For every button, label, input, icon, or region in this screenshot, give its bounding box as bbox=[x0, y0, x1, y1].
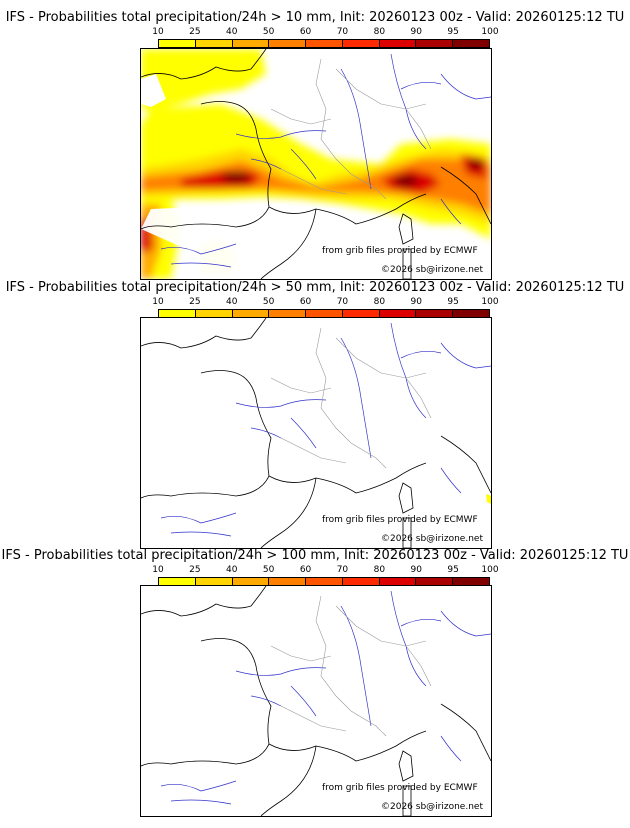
color-bar-tick-label: 10 bbox=[152, 297, 164, 307]
source-credit: from grib files provided by ECMWF bbox=[322, 783, 478, 793]
color-bar-tick-label: 90 bbox=[410, 297, 422, 307]
color-bar-tick-label: 60 bbox=[299, 565, 312, 575]
coastlines bbox=[141, 586, 491, 816]
color-bar-tick-label: 50 bbox=[262, 27, 275, 37]
color-bar-swatch bbox=[379, 310, 417, 317]
precip-probability-field bbox=[486, 494, 491, 504]
color-bar-swatch bbox=[269, 578, 307, 585]
admin-borders bbox=[270, 327, 432, 469]
admin-borders bbox=[270, 595, 432, 737]
color-bar-swatch bbox=[159, 40, 196, 47]
color-bar-tick-label: 80 bbox=[373, 27, 386, 37]
source-credit: from grib files provided by ECMWF bbox=[322, 515, 478, 525]
color-bar-swatch bbox=[232, 40, 270, 47]
color-bar-tick-label: 100 bbox=[481, 565, 499, 575]
panel-10mm: IFS - Probabilities total precipitation/… bbox=[0, 10, 630, 280]
color-bar-tick-label: 95 bbox=[447, 27, 459, 37]
color-bar-tick-label: 100 bbox=[481, 297, 499, 307]
color-bar-tick-label: 100 bbox=[481, 27, 499, 37]
color-bar-swatch bbox=[379, 40, 417, 47]
rivers bbox=[160, 53, 491, 268]
color-bar-tick-label: 40 bbox=[226, 27, 238, 37]
color-bar-tick-label: 95 bbox=[447, 297, 459, 307]
color-bar-swatches bbox=[158, 39, 490, 48]
map-drawing bbox=[141, 49, 491, 279]
coastlines bbox=[141, 318, 491, 548]
probability-map: from grib files provided by ECMWF ©2026 … bbox=[140, 48, 492, 280]
panel-title: IFS - Probabilities total precipitation/… bbox=[1, 548, 629, 563]
color-bar-swatch bbox=[379, 578, 417, 585]
color-bar-swatch bbox=[342, 578, 380, 585]
color-bar-tick-label: 70 bbox=[336, 565, 349, 575]
panel-title: IFS - Probabilities total precipitation/… bbox=[5, 10, 625, 25]
coastlines bbox=[141, 49, 491, 279]
color-bar-tick-label: 10 bbox=[152, 565, 164, 575]
color-bar-swatch bbox=[416, 40, 454, 47]
color-bar-tick-label: 25 bbox=[189, 297, 201, 307]
panel-100mm: IFS - Probabilities total precipitation/… bbox=[0, 548, 630, 818]
panel-title: IFS - Probabilities total precipitation/… bbox=[5, 280, 625, 295]
copyright-credit: ©2026 sb@irizone.net bbox=[381, 802, 483, 812]
color-bar-swatch bbox=[453, 310, 490, 317]
color-bar-swatch bbox=[453, 578, 490, 585]
color-bar-swatch bbox=[195, 40, 233, 47]
color-bar-labels: 10 25 40 50 60 70 80 90 95 100 bbox=[152, 297, 498, 308]
rivers bbox=[160, 590, 491, 805]
color-bar-tick-label: 90 bbox=[410, 565, 422, 575]
color-bar-tick-label: 70 bbox=[336, 297, 349, 307]
rivers bbox=[160, 322, 491, 537]
panel-50mm: IFS - Probabilities total precipitation/… bbox=[0, 280, 630, 550]
color-bar-swatch bbox=[306, 578, 343, 585]
color-bar-tick-label: 80 bbox=[373, 297, 386, 307]
color-bar-tick-label: 25 bbox=[189, 27, 201, 37]
color-bar-swatch bbox=[416, 310, 454, 317]
color-bar-tick-label: 90 bbox=[410, 27, 422, 37]
color-bar-labels: 10 25 40 50 60 70 80 90 95 100 bbox=[152, 565, 498, 576]
color-bar-labels: 10 25 40 50 60 70 80 90 95 100 bbox=[152, 27, 498, 38]
color-bar-tick-label: 60 bbox=[299, 27, 312, 37]
color-bar-tick-label: 10 bbox=[152, 27, 164, 37]
probability-map: from grib files provided by ECMWF ©2026 … bbox=[140, 317, 492, 549]
color-bar-swatch bbox=[306, 40, 343, 47]
color-bar-tick-label: 80 bbox=[373, 565, 386, 575]
color-bar-swatch bbox=[232, 578, 270, 585]
color-bar-swatch bbox=[232, 310, 270, 317]
color-bar-tick-label: 50 bbox=[262, 297, 275, 307]
probability-map: from grib files provided by ECMWF ©2026 … bbox=[140, 585, 492, 817]
color-bar-swatch bbox=[159, 310, 196, 317]
map-drawing bbox=[141, 586, 491, 816]
color-bar: 10 25 40 50 60 70 80 90 95 100 bbox=[152, 27, 499, 52]
color-bar-swatch bbox=[453, 40, 490, 47]
color-bar-tick-label: 70 bbox=[336, 27, 349, 37]
low-probability-gaps bbox=[141, 74, 341, 279]
color-bar-tick-label: 40 bbox=[226, 297, 238, 307]
admin-borders bbox=[270, 58, 432, 200]
color-bar-swatch bbox=[159, 578, 196, 585]
color-bar-swatch bbox=[195, 578, 233, 585]
color-bar-tick-label: 50 bbox=[262, 565, 275, 575]
color-bar-swatch bbox=[269, 40, 307, 47]
color-bar-swatch bbox=[416, 578, 454, 585]
color-bar-swatch bbox=[269, 310, 307, 317]
color-bar-tick-label: 40 bbox=[226, 565, 238, 575]
color-bar-swatch bbox=[195, 310, 233, 317]
copyright-credit: ©2026 sb@irizone.net bbox=[381, 265, 483, 275]
source-credit: from grib files provided by ECMWF bbox=[322, 246, 478, 256]
color-bar-tick-label: 95 bbox=[447, 565, 459, 575]
color-bar-tick-label: 60 bbox=[299, 297, 312, 307]
map-drawing bbox=[141, 318, 491, 548]
color-bar-swatch bbox=[306, 310, 343, 317]
color-bar-tick-label: 25 bbox=[189, 565, 201, 575]
color-bar-swatch bbox=[342, 40, 380, 47]
color-bar-swatch bbox=[342, 310, 380, 317]
copyright-credit: ©2026 sb@irizone.net bbox=[381, 534, 483, 544]
